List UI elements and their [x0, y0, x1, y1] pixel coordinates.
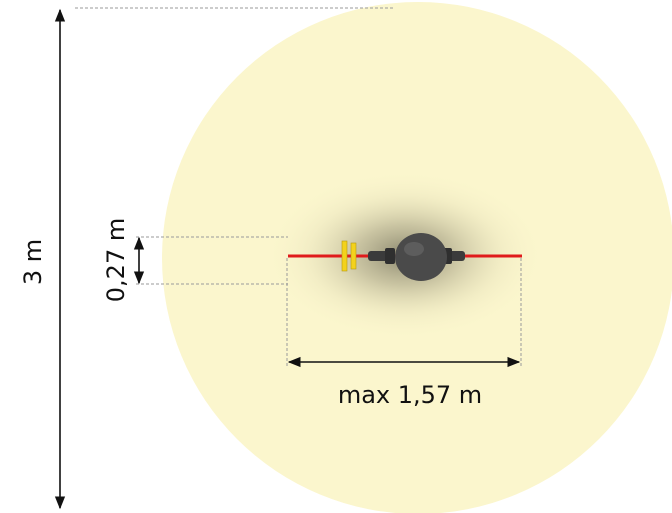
- width-label: max 1,57 m: [338, 381, 482, 409]
- depth-label: 0,27 m: [102, 218, 130, 302]
- left-connector-cap: [385, 248, 395, 264]
- seat-highlight: [404, 242, 424, 256]
- yellow-marker-right: [350, 242, 357, 270]
- yellow-marker-left: [341, 240, 348, 272]
- seat-body: [395, 233, 447, 281]
- height-label: 3 m: [19, 239, 47, 285]
- left-connector: [368, 251, 388, 261]
